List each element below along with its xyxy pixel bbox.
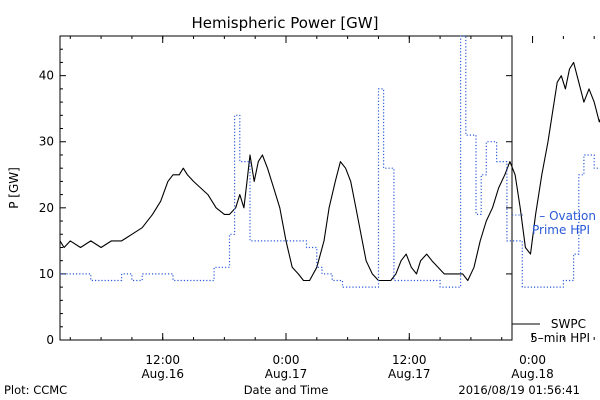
y-tick-label: 10 xyxy=(39,267,54,281)
chart-title: Hemispheric Power [GW] xyxy=(192,14,379,32)
x-tick-date-label: Aug.16 xyxy=(141,367,184,381)
x-axis: 12:00Aug.160:00Aug.1712:00Aug.170:00Aug.… xyxy=(69,36,595,381)
series-line-swpc xyxy=(59,61,600,282)
y-tick-label: 30 xyxy=(39,135,54,149)
plot-frame xyxy=(59,35,513,341)
footer-timestamp: 2016/08/19 01:56:41 xyxy=(458,383,580,397)
series-layer xyxy=(59,35,600,288)
x-tick-time-label: 0:00 xyxy=(273,353,300,367)
legend-swpc-label-1: SWPC xyxy=(551,317,586,331)
legend-ovation-label-2: Prime HPI xyxy=(532,223,590,237)
x-axis-label: Date and Time xyxy=(244,383,329,397)
y-tick-label: 40 xyxy=(39,69,54,83)
footer-plot-credit: Plot: CCMC xyxy=(4,383,67,397)
y-tick-label: 0 xyxy=(46,333,54,347)
x-tick-date-label: Aug.17 xyxy=(388,367,431,381)
y-axis: 0 10 20 30 40 xyxy=(39,35,512,347)
x-tick-date-label: Aug.18 xyxy=(511,367,554,381)
y-axis-label: P [GW] xyxy=(7,167,21,209)
x-tick-date-label: Aug.17 xyxy=(265,367,308,381)
legend-swpc-label-2: 5–min HPI xyxy=(530,331,590,345)
x-tick-time-label: 12:00 xyxy=(392,353,427,367)
legend-ovation-label-1: – Ovation xyxy=(539,209,596,223)
x-tick-time-label: 0:00 xyxy=(519,353,546,367)
y-tick-label: 20 xyxy=(39,201,54,215)
series-line-ovation xyxy=(60,35,600,288)
x-tick-time-label: 12:00 xyxy=(145,353,180,367)
